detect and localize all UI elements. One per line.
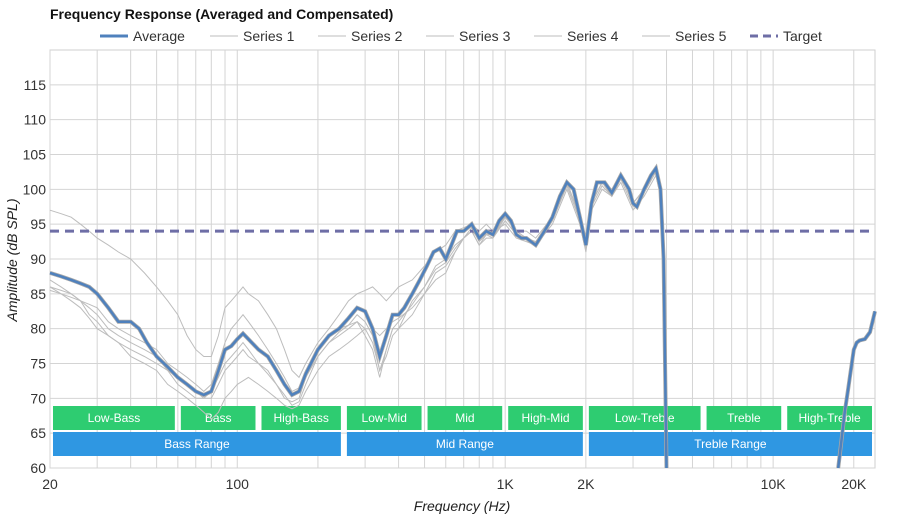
subrange-band-label: Treble: [727, 411, 761, 425]
y-axis-label: Amplitude (dB SPL): [4, 199, 20, 323]
series-line-highfreq: [836, 311, 877, 469]
legend-item-series-1: Series 1: [210, 28, 295, 44]
y-tick-label: 105: [23, 147, 47, 163]
x-tick-label: 100: [226, 476, 250, 492]
legend-label: Series 2: [351, 28, 403, 44]
subrange-band-label: High-Bass: [274, 411, 329, 425]
range-band-label: Mid Range: [436, 437, 494, 451]
x-tick-label: 2K: [577, 476, 595, 492]
subrange-band: [427, 406, 503, 430]
legend-label: Series 1: [243, 28, 295, 44]
y-tick-label: 115: [24, 77, 47, 93]
series-lines: [49, 163, 877, 469]
chart-grid: [49, 49, 876, 469]
subrange-band: [261, 406, 341, 430]
chart-legend: Average Series 1 Series 2 Series 3 Series 4 S…: [100, 28, 822, 44]
range-band-label: Treble Range: [694, 437, 767, 451]
subrange-band: [706, 406, 782, 430]
y-tick-label: 95: [30, 216, 46, 232]
legend-label: Average: [133, 28, 185, 44]
subrange-band: [346, 406, 422, 430]
range-band-label: Bass Range: [164, 437, 230, 451]
series-line-average: [49, 165, 668, 469]
legend-label: Series 3: [459, 28, 511, 44]
subrange-band-label: Bass: [205, 411, 232, 425]
subrange-band-label: High-Treble: [798, 411, 861, 425]
chart-title: Frequency Response (Averaged and Compens…: [50, 6, 393, 22]
range-band: [588, 432, 872, 456]
x-tick-label: 20K: [841, 476, 867, 492]
legend-item-series-2: Series 2: [318, 28, 403, 44]
subrange-band-label: Mid: [455, 411, 474, 425]
subrange-band: [53, 406, 175, 430]
series-line-series-4: [49, 170, 667, 469]
legend-item-target: Target: [750, 28, 822, 44]
frequency-bands: Low-Bass Bass High-Bass Low-Mid Mid High-Mid L…: [53, 406, 872, 456]
legend-item-series-5: Series 5: [642, 28, 727, 44]
subrange-band: [180, 406, 256, 430]
subrange-band-label: Low-Bass: [88, 411, 141, 425]
y-tick-label: 110: [24, 112, 47, 128]
subrange-band: [508, 406, 583, 430]
legend-label: Series 5: [675, 28, 727, 44]
y-tick-label: 85: [30, 286, 46, 302]
range-band: [53, 432, 341, 456]
legend-label: Target: [783, 28, 822, 44]
y-tick-label: 65: [30, 425, 46, 441]
y-tick-label: 90: [30, 251, 46, 267]
series-line-series-2: [49, 174, 667, 469]
y-tick-label: 60: [30, 460, 46, 476]
y-tick-label: 70: [30, 390, 46, 406]
x-tick-label: 20: [42, 476, 58, 492]
legend-label: Series 4: [567, 28, 619, 44]
axis-ticks: 60 65 70 75 80 85 90 95 100 105 110 115 20 100 1K 2K 10K…: [23, 77, 867, 492]
subrange-band-label: High-Mid: [522, 411, 570, 425]
subrange-band-label: Low-Treble: [615, 411, 675, 425]
x-tick-label: 1K: [497, 476, 515, 492]
range-band: [346, 432, 583, 456]
y-tick-label: 75: [30, 356, 46, 372]
x-axis-label: Frequency (Hz): [414, 498, 510, 514]
y-tick-label: 100: [23, 181, 47, 197]
subrange-band: [588, 406, 701, 430]
subrange-band-label: Low-Mid: [362, 411, 407, 425]
subrange-band: [787, 406, 872, 430]
legend-item-series-4: Series 4: [534, 28, 619, 44]
x-tick-label: 10K: [761, 476, 787, 492]
legend-item-series-3: Series 3: [426, 28, 511, 44]
legend-item-average: Average: [100, 28, 185, 44]
y-tick-label: 80: [30, 321, 46, 337]
